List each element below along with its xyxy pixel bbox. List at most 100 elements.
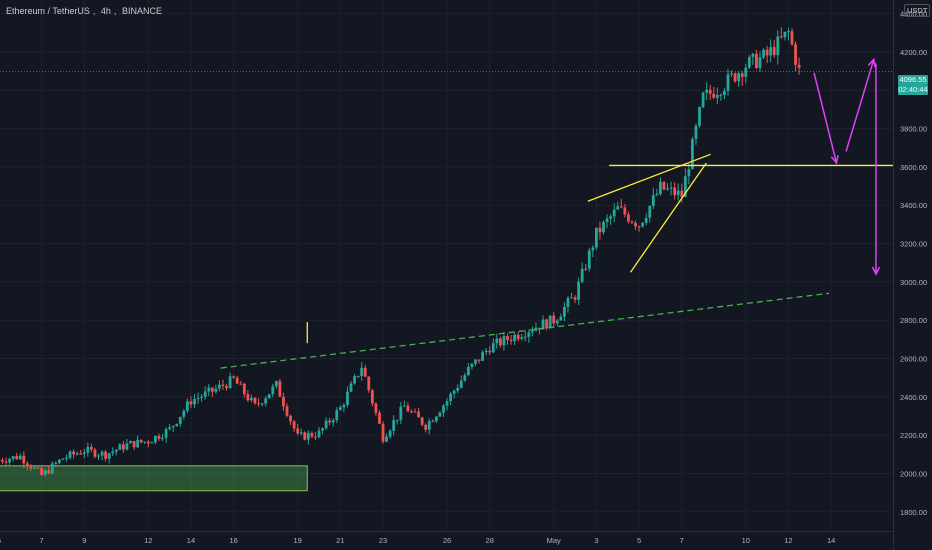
candle-body: [712, 93, 716, 98]
candle-body: [218, 384, 221, 389]
candle-body: [100, 451, 104, 456]
candle-body: [82, 452, 86, 455]
time-tick-label: May: [547, 536, 561, 545]
candle-body: [374, 403, 378, 413]
candle-body: [107, 453, 111, 459]
candle-body: [250, 397, 253, 401]
candle-body: [4, 461, 8, 463]
candle-body: [65, 457, 68, 459]
candle-body: [648, 205, 652, 218]
candle-body: [328, 420, 332, 423]
candle-body: [562, 306, 566, 317]
candle-body: [609, 216, 613, 219]
candle-body: [616, 206, 620, 210]
candle-body: [210, 387, 214, 392]
candle-body: [783, 31, 787, 38]
exchange-label: BINANCE: [121, 6, 162, 16]
candle-body: [495, 338, 499, 344]
projection-arrow-down: [813, 72, 838, 164]
candle-body: [733, 73, 737, 82]
projection-arrow-up: [845, 59, 875, 152]
price-tick-label: 3800.00: [900, 124, 927, 133]
candle-body: [751, 53, 755, 58]
candle-body: [221, 384, 225, 386]
candle-body: [776, 36, 780, 56]
candle-body: [342, 404, 346, 408]
candle-body: [207, 387, 211, 392]
candle-body: [161, 437, 164, 439]
candle-body: [698, 107, 701, 126]
candle-body: [790, 31, 794, 45]
time-tick-label: 26: [443, 536, 451, 545]
interval-label: 4h: [100, 6, 111, 16]
candle-body: [104, 451, 108, 459]
candle-body: [449, 393, 452, 402]
candle-body: [154, 435, 157, 443]
drawing-overlays: [0, 57, 893, 369]
candle-body: [242, 383, 246, 395]
candle-body: [186, 401, 189, 411]
candle-body: [502, 335, 506, 346]
time-axis[interactable]: 5 7 9 12 14 16 19 21 23 26 28 May 3 5 7 10 12 14: [0, 531, 893, 546]
candle-body: [402, 405, 406, 407]
symbol-name: Ethereum / TetherUS: [6, 6, 90, 16]
candle-body: [164, 429, 168, 438]
candle-body: [143, 441, 147, 443]
candle-body: [232, 376, 236, 378]
candle-body: [239, 383, 243, 385]
candle-body: [317, 430, 321, 438]
candle-body: [193, 399, 196, 405]
candle-body: [534, 327, 538, 331]
candle-body: [57, 459, 61, 464]
currency-tag[interactable]: USDT: [904, 4, 931, 17]
candle-body: [299, 432, 303, 434]
candle-body: [527, 332, 531, 337]
candle-body: [203, 391, 207, 397]
wedge-lower-line: [630, 162, 707, 273]
candle-body: [516, 334, 520, 339]
chart-grid: [0, 0, 893, 531]
candle-body: [1, 460, 4, 462]
candle-body: [577, 281, 581, 300]
candle-body: [225, 385, 228, 389]
candle-body: [33, 467, 36, 469]
candle-body: [459, 380, 463, 388]
candle-body: [587, 250, 591, 269]
candle-body: [61, 458, 65, 460]
time-tick-label: 19: [293, 536, 301, 545]
candle-body: [146, 441, 150, 444]
candle-body: [378, 412, 381, 424]
candle-body: [755, 53, 758, 68]
candle-body: [691, 139, 694, 170]
candle-body: [744, 67, 748, 77]
time-tick-label: 7: [40, 536, 44, 545]
candle-body: [356, 375, 360, 377]
candle-body: [303, 432, 307, 440]
projection-arrow-up-head: [867, 57, 876, 68]
candle-body: [509, 339, 513, 342]
candle-body: [118, 444, 122, 450]
candle-body: [50, 463, 54, 474]
candle-body: [662, 181, 666, 190]
time-tick-label: 3: [594, 536, 598, 545]
candle-body: [797, 64, 801, 68]
candle-body: [683, 176, 687, 198]
candle-body: [591, 247, 595, 251]
candle-body: [97, 455, 100, 457]
candle-body: [260, 403, 264, 405]
price-tick-label: 2000.00: [900, 469, 927, 478]
candle-body: [264, 398, 268, 404]
candle-body: [470, 363, 474, 367]
price-tick-label: 2200.00: [900, 431, 927, 440]
candle-body: [584, 268, 588, 270]
candle-body: [779, 36, 783, 38]
candle-body: [772, 47, 776, 56]
candle-body: [659, 181, 662, 194]
candle-body: [338, 407, 342, 411]
candle-body: [257, 403, 260, 405]
candle-body: [680, 190, 684, 198]
candle-body: [552, 315, 556, 324]
candle-body: [491, 343, 495, 353]
candle-body: [427, 421, 431, 430]
